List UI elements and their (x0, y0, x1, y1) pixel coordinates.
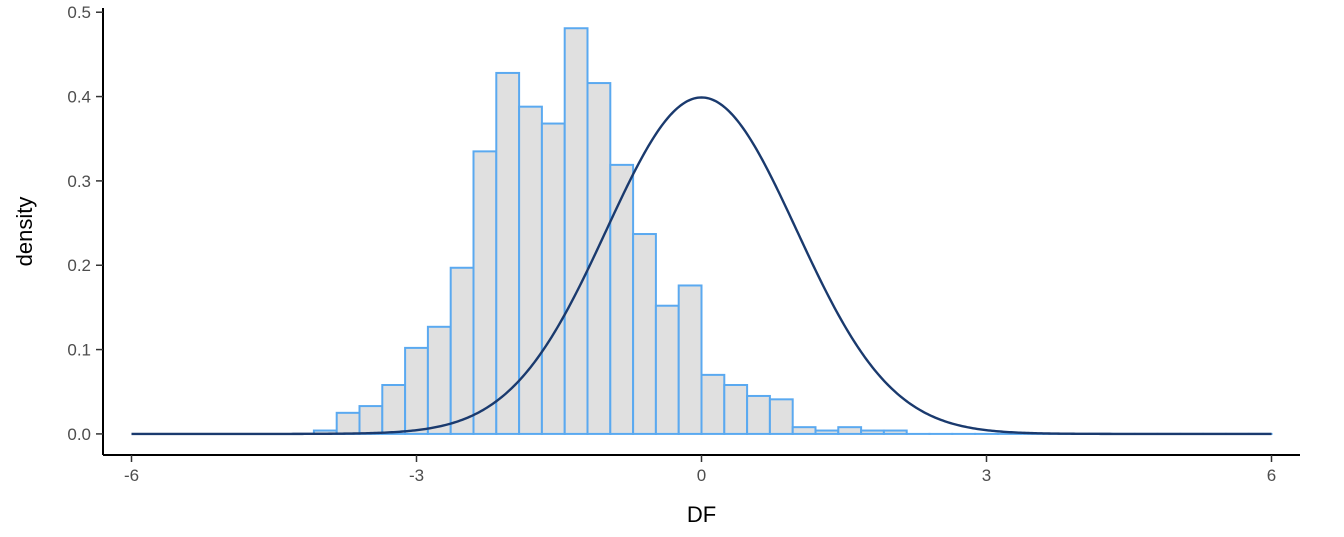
histogram-bar (723, 383, 749, 435)
x-tick-label: -6 (124, 466, 139, 485)
normal-density-curve (131, 96, 1272, 436)
histogram-bar (426, 325, 452, 435)
x-tick-label: 3 (982, 466, 991, 485)
histogram-bar (700, 373, 726, 435)
histogram-bar (404, 346, 429, 435)
histogram-bar (449, 266, 475, 435)
x-axis-title: DF (687, 502, 716, 527)
y-axis-ticks: 0.0 0.1 0.2 0.3 0.4 0.5 (67, 3, 103, 444)
y-tick-label: 0.3 (67, 172, 91, 191)
histogram-bar (654, 304, 680, 435)
histogram-bar (335, 411, 361, 435)
histogram-bar (882, 429, 908, 435)
histogram-bar (518, 105, 543, 435)
histogram-bars (312, 27, 1273, 435)
y-tick-label: 0.1 (67, 341, 91, 360)
histogram-bar (768, 398, 794, 435)
histogram-bar (495, 71, 521, 435)
histogram-bar (837, 426, 863, 435)
y-tick-label: 0.0 (67, 425, 91, 444)
histogram-bar (563, 27, 589, 435)
histogram-bar (746, 394, 771, 435)
histogram-bar (472, 150, 498, 435)
x-tick-label: 6 (1267, 466, 1276, 485)
histogram-bar (609, 163, 635, 435)
y-tick-label: 0.2 (67, 256, 91, 275)
histogram-bar (814, 429, 840, 435)
histogram-bar (358, 405, 384, 435)
y-axis-title: density (12, 197, 37, 267)
histogram-bar (381, 383, 407, 435)
x-tick-label: -3 (409, 466, 424, 485)
histogram-bar (586, 82, 612, 435)
x-axis-ticks: -6 -3 0 3 6 (124, 455, 1276, 485)
histogram-bar (860, 429, 885, 435)
histogram-bar (791, 426, 817, 435)
histogram-bar (540, 122, 566, 435)
x-tick-label: 0 (697, 466, 706, 485)
histogram-bar (677, 284, 703, 435)
y-tick-label: 0.5 (67, 3, 91, 22)
y-tick-label: 0.4 (67, 88, 91, 107)
histogram-bar (632, 233, 657, 435)
